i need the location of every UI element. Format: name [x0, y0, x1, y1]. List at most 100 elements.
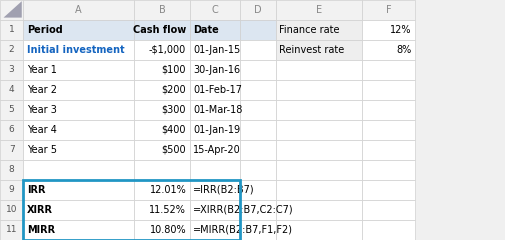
Text: 12%: 12%: [389, 25, 411, 35]
Bar: [0, 160, 23, 180]
Bar: [0, 40, 23, 60]
Bar: [361, 220, 414, 240]
Bar: [189, 180, 240, 200]
Bar: [240, 140, 275, 160]
Text: Year 3: Year 3: [27, 105, 57, 115]
Bar: [23, 60, 134, 80]
Bar: [0, 180, 23, 200]
Text: Year 4: Year 4: [27, 125, 57, 135]
Bar: [134, 220, 189, 240]
Text: MIRR: MIRR: [27, 225, 55, 235]
Bar: [23, 180, 134, 200]
Bar: [134, 20, 189, 40]
Bar: [23, 220, 134, 240]
Bar: [189, 80, 240, 100]
Bar: [0, 20, 23, 40]
Bar: [134, 140, 189, 160]
Text: IRR: IRR: [27, 185, 45, 195]
Bar: [23, 20, 134, 40]
Text: 01-Mar-18: 01-Mar-18: [193, 105, 242, 115]
Bar: [275, 40, 361, 60]
Text: Year 1: Year 1: [27, 65, 57, 75]
Bar: [23, 100, 134, 120]
Bar: [189, 60, 240, 80]
Bar: [134, 80, 189, 100]
Bar: [0, 120, 23, 140]
Bar: [23, 40, 134, 60]
Bar: [23, 140, 134, 160]
Text: $300: $300: [162, 105, 186, 115]
Text: A: A: [75, 5, 82, 15]
Bar: [275, 140, 361, 160]
Bar: [275, 60, 361, 80]
Text: C: C: [211, 5, 218, 15]
Text: $100: $100: [162, 65, 186, 75]
Text: Reinvest rate: Reinvest rate: [279, 45, 344, 55]
Text: $500: $500: [161, 145, 186, 155]
Text: 10.80%: 10.80%: [149, 225, 186, 235]
Text: =MIRR(B2:B7,F1,F2): =MIRR(B2:B7,F1,F2): [193, 225, 293, 235]
Bar: [240, 200, 275, 220]
Bar: [189, 160, 240, 180]
Text: $400: $400: [162, 125, 186, 135]
Bar: [0, 0, 23, 20]
Bar: [189, 20, 240, 40]
Bar: [275, 20, 361, 40]
Bar: [275, 220, 361, 240]
Bar: [240, 160, 275, 180]
Bar: [134, 120, 189, 140]
Text: 1: 1: [9, 25, 15, 35]
Bar: [240, 100, 275, 120]
Bar: [134, 180, 189, 200]
Bar: [23, 120, 134, 140]
Bar: [275, 120, 361, 140]
Bar: [189, 120, 240, 140]
Bar: [275, 80, 361, 100]
Bar: [134, 160, 189, 180]
Bar: [361, 60, 414, 80]
Bar: [275, 0, 361, 20]
Text: 3: 3: [9, 66, 15, 74]
Bar: [240, 220, 275, 240]
Text: F: F: [385, 5, 390, 15]
Bar: [23, 180, 240, 240]
Bar: [361, 120, 414, 140]
Text: =XIRR(B2:B7,C2:C7): =XIRR(B2:B7,C2:C7): [193, 205, 293, 215]
Bar: [134, 200, 189, 220]
Bar: [189, 220, 240, 240]
Bar: [23, 200, 134, 220]
Text: 11: 11: [6, 226, 17, 234]
Text: Year 2: Year 2: [27, 85, 57, 95]
Text: 15-Apr-20: 15-Apr-20: [193, 145, 240, 155]
Text: Finance rate: Finance rate: [279, 25, 339, 35]
Bar: [134, 100, 189, 120]
Bar: [189, 40, 240, 60]
Text: 2: 2: [9, 46, 15, 54]
Bar: [240, 40, 275, 60]
Bar: [361, 40, 414, 60]
Text: D: D: [254, 5, 262, 15]
Bar: [240, 20, 275, 40]
Bar: [134, 0, 189, 20]
Text: -$1,000: -$1,000: [148, 45, 186, 55]
Text: Date: Date: [193, 25, 219, 35]
Text: 8: 8: [9, 166, 15, 174]
Text: XIRR: XIRR: [27, 205, 53, 215]
Text: E: E: [315, 5, 321, 15]
Text: 30-Jan-16: 30-Jan-16: [193, 65, 240, 75]
Text: 01-Jan-15: 01-Jan-15: [193, 45, 240, 55]
Bar: [361, 100, 414, 120]
Bar: [240, 120, 275, 140]
Text: 01-Jan-19: 01-Jan-19: [193, 125, 240, 135]
Bar: [240, 80, 275, 100]
Bar: [361, 0, 414, 20]
Bar: [189, 0, 240, 20]
Bar: [240, 60, 275, 80]
Text: 8%: 8%: [395, 45, 411, 55]
Bar: [361, 180, 414, 200]
Text: 01-Feb-17: 01-Feb-17: [193, 85, 242, 95]
Bar: [361, 80, 414, 100]
Polygon shape: [4, 1, 22, 18]
Bar: [275, 180, 361, 200]
Bar: [0, 60, 23, 80]
